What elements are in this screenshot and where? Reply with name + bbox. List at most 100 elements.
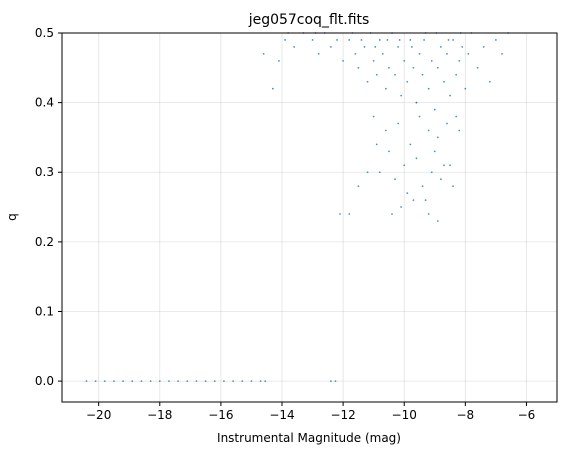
data-point [223, 380, 225, 383]
data-point [348, 39, 351, 41]
data-point [488, 80, 491, 83]
data-point [85, 380, 88, 383]
data-point [430, 171, 433, 174]
data-point [271, 87, 274, 90]
plot-frame [61, 32, 558, 403]
data-point [436, 136, 439, 139]
data-point [348, 213, 351, 215]
data-point [423, 39, 425, 41]
data-point [311, 39, 314, 41]
data-point [140, 380, 143, 383]
data-point [394, 73, 396, 76]
data-point [430, 59, 433, 62]
data-point [418, 52, 421, 55]
data-point [293, 46, 296, 48]
data-point [384, 87, 387, 90]
data-point [427, 213, 430, 215]
data-point [433, 108, 436, 111]
data-point [458, 59, 461, 62]
data-point [388, 150, 390, 153]
data-point [375, 143, 378, 146]
data-point [449, 164, 451, 167]
x-tick-label: −10 [392, 408, 417, 422]
data-point [158, 380, 161, 383]
data-point [439, 178, 442, 181]
data-point [378, 171, 381, 174]
data-point [264, 380, 267, 383]
data-point [262, 52, 265, 55]
data-point [398, 39, 401, 41]
data-point [354, 52, 357, 55]
x-tick-label: −16 [208, 408, 233, 422]
data-point [461, 46, 464, 48]
data-point [452, 185, 455, 188]
data-points [85, 32, 510, 383]
data-point [372, 59, 375, 62]
data-point [241, 380, 244, 383]
data-point [366, 171, 369, 174]
data-point [424, 199, 427, 201]
data-point [482, 46, 485, 48]
data-point [213, 380, 216, 383]
data-point [357, 185, 360, 188]
data-point [381, 52, 384, 55]
x-axis-label: Instrumental Magnitude (mag) [217, 431, 401, 445]
x-tick-label: −20 [86, 408, 111, 422]
data-point [131, 380, 134, 383]
data-point [400, 206, 403, 208]
y-tick-label: 0.5 [35, 26, 54, 40]
data-point [372, 115, 375, 118]
data-point [94, 380, 97, 383]
data-point [384, 129, 387, 132]
data-point [494, 39, 497, 41]
data-point [278, 59, 280, 62]
data-point [334, 380, 337, 383]
data-point [113, 380, 115, 383]
data-point [329, 380, 332, 383]
x-tick-label: −14 [269, 408, 294, 422]
data-point [436, 220, 439, 222]
data-point [427, 87, 430, 90]
data-point [455, 73, 458, 76]
data-point [250, 380, 253, 383]
data-point [415, 157, 418, 160]
y-tick-label: 0.0 [35, 374, 54, 388]
y-tick-label: 0.4 [35, 96, 54, 110]
data-point [149, 380, 152, 383]
data-point [501, 52, 503, 55]
data-point [410, 46, 413, 48]
x-tick-label: −8 [456, 408, 474, 422]
data-point [394, 178, 396, 181]
data-point [378, 39, 381, 41]
data-point [449, 94, 451, 97]
data-point [391, 213, 393, 215]
data-point [204, 380, 207, 383]
data-point [284, 39, 286, 41]
data-point [177, 380, 180, 383]
data-point [186, 380, 189, 383]
x-tick-label: −6 [518, 408, 536, 422]
data-point [375, 73, 378, 76]
data-point [122, 380, 125, 383]
data-point [447, 39, 450, 41]
data-point [427, 129, 430, 132]
data-point [317, 52, 320, 55]
data-point [439, 46, 442, 48]
data-point [458, 129, 461, 132]
data-point [403, 164, 406, 167]
data-point [386, 39, 389, 41]
data-point [452, 39, 455, 41]
data-point [388, 66, 390, 69]
data-point [412, 66, 415, 69]
y-axis-ticks: 0.0 0.1 0.2 0.3 0.4 0.5 [35, 26, 62, 388]
data-point [406, 192, 409, 195]
x-tick-label: −18 [147, 408, 172, 422]
data-point [336, 39, 338, 41]
data-point [446, 122, 448, 125]
data-point [366, 80, 369, 83]
data-point [339, 213, 341, 215]
data-point [400, 94, 403, 97]
